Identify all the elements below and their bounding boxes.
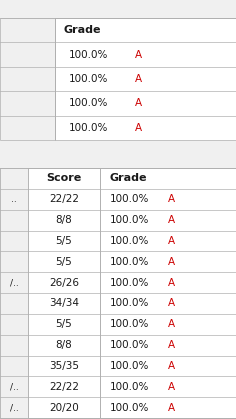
- Text: 5/5: 5/5: [56, 257, 72, 267]
- Bar: [55, 18, 236, 140]
- Text: A: A: [168, 298, 175, 308]
- Text: A: A: [168, 257, 175, 267]
- Text: 22/22: 22/22: [49, 382, 79, 392]
- Text: A: A: [168, 215, 175, 225]
- Text: /..: /..: [10, 403, 18, 412]
- Text: 100.0%: 100.0%: [69, 123, 108, 133]
- Text: 100.0%: 100.0%: [110, 194, 149, 204]
- Text: 100.0%: 100.0%: [69, 74, 108, 84]
- Text: 100.0%: 100.0%: [69, 49, 108, 59]
- Text: A: A: [168, 361, 175, 371]
- Text: ..: ..: [11, 195, 17, 204]
- Text: A: A: [168, 403, 175, 413]
- Text: 34/34: 34/34: [49, 298, 79, 308]
- Text: 100.0%: 100.0%: [110, 403, 149, 413]
- Text: /..: /..: [10, 382, 18, 391]
- Text: 100.0%: 100.0%: [110, 277, 149, 287]
- Text: Grade: Grade: [110, 173, 148, 184]
- Text: /..: /..: [10, 278, 18, 287]
- Text: A: A: [135, 74, 142, 84]
- Text: A: A: [168, 340, 175, 350]
- Text: A: A: [168, 194, 175, 204]
- Text: A: A: [168, 236, 175, 246]
- Text: A: A: [135, 98, 142, 109]
- Text: 100.0%: 100.0%: [110, 319, 149, 329]
- Text: 100.0%: 100.0%: [110, 215, 149, 225]
- Bar: [0, 168, 236, 418]
- Text: 100.0%: 100.0%: [110, 298, 149, 308]
- Text: 5/5: 5/5: [56, 236, 72, 246]
- Text: A: A: [168, 277, 175, 287]
- Text: 100.0%: 100.0%: [110, 382, 149, 392]
- Text: 8/8: 8/8: [56, 215, 72, 225]
- Text: 26/26: 26/26: [49, 277, 79, 287]
- Text: 100.0%: 100.0%: [110, 340, 149, 350]
- Bar: [0, 140, 236, 168]
- Bar: [0, 168, 28, 418]
- Text: 22/22: 22/22: [49, 194, 79, 204]
- Text: Grade: Grade: [63, 25, 101, 35]
- Text: A: A: [168, 319, 175, 329]
- Text: A: A: [135, 49, 142, 59]
- Text: Score: Score: [46, 173, 82, 184]
- Text: 8/8: 8/8: [56, 340, 72, 350]
- Text: A: A: [168, 382, 175, 392]
- Text: 100.0%: 100.0%: [110, 361, 149, 371]
- Text: 20/20: 20/20: [49, 403, 79, 413]
- Text: 100.0%: 100.0%: [110, 257, 149, 267]
- Text: 35/35: 35/35: [49, 361, 79, 371]
- Text: A: A: [135, 123, 142, 133]
- Bar: [0, 18, 55, 140]
- Text: 100.0%: 100.0%: [69, 98, 108, 109]
- Text: 5/5: 5/5: [56, 319, 72, 329]
- Text: 100.0%: 100.0%: [110, 236, 149, 246]
